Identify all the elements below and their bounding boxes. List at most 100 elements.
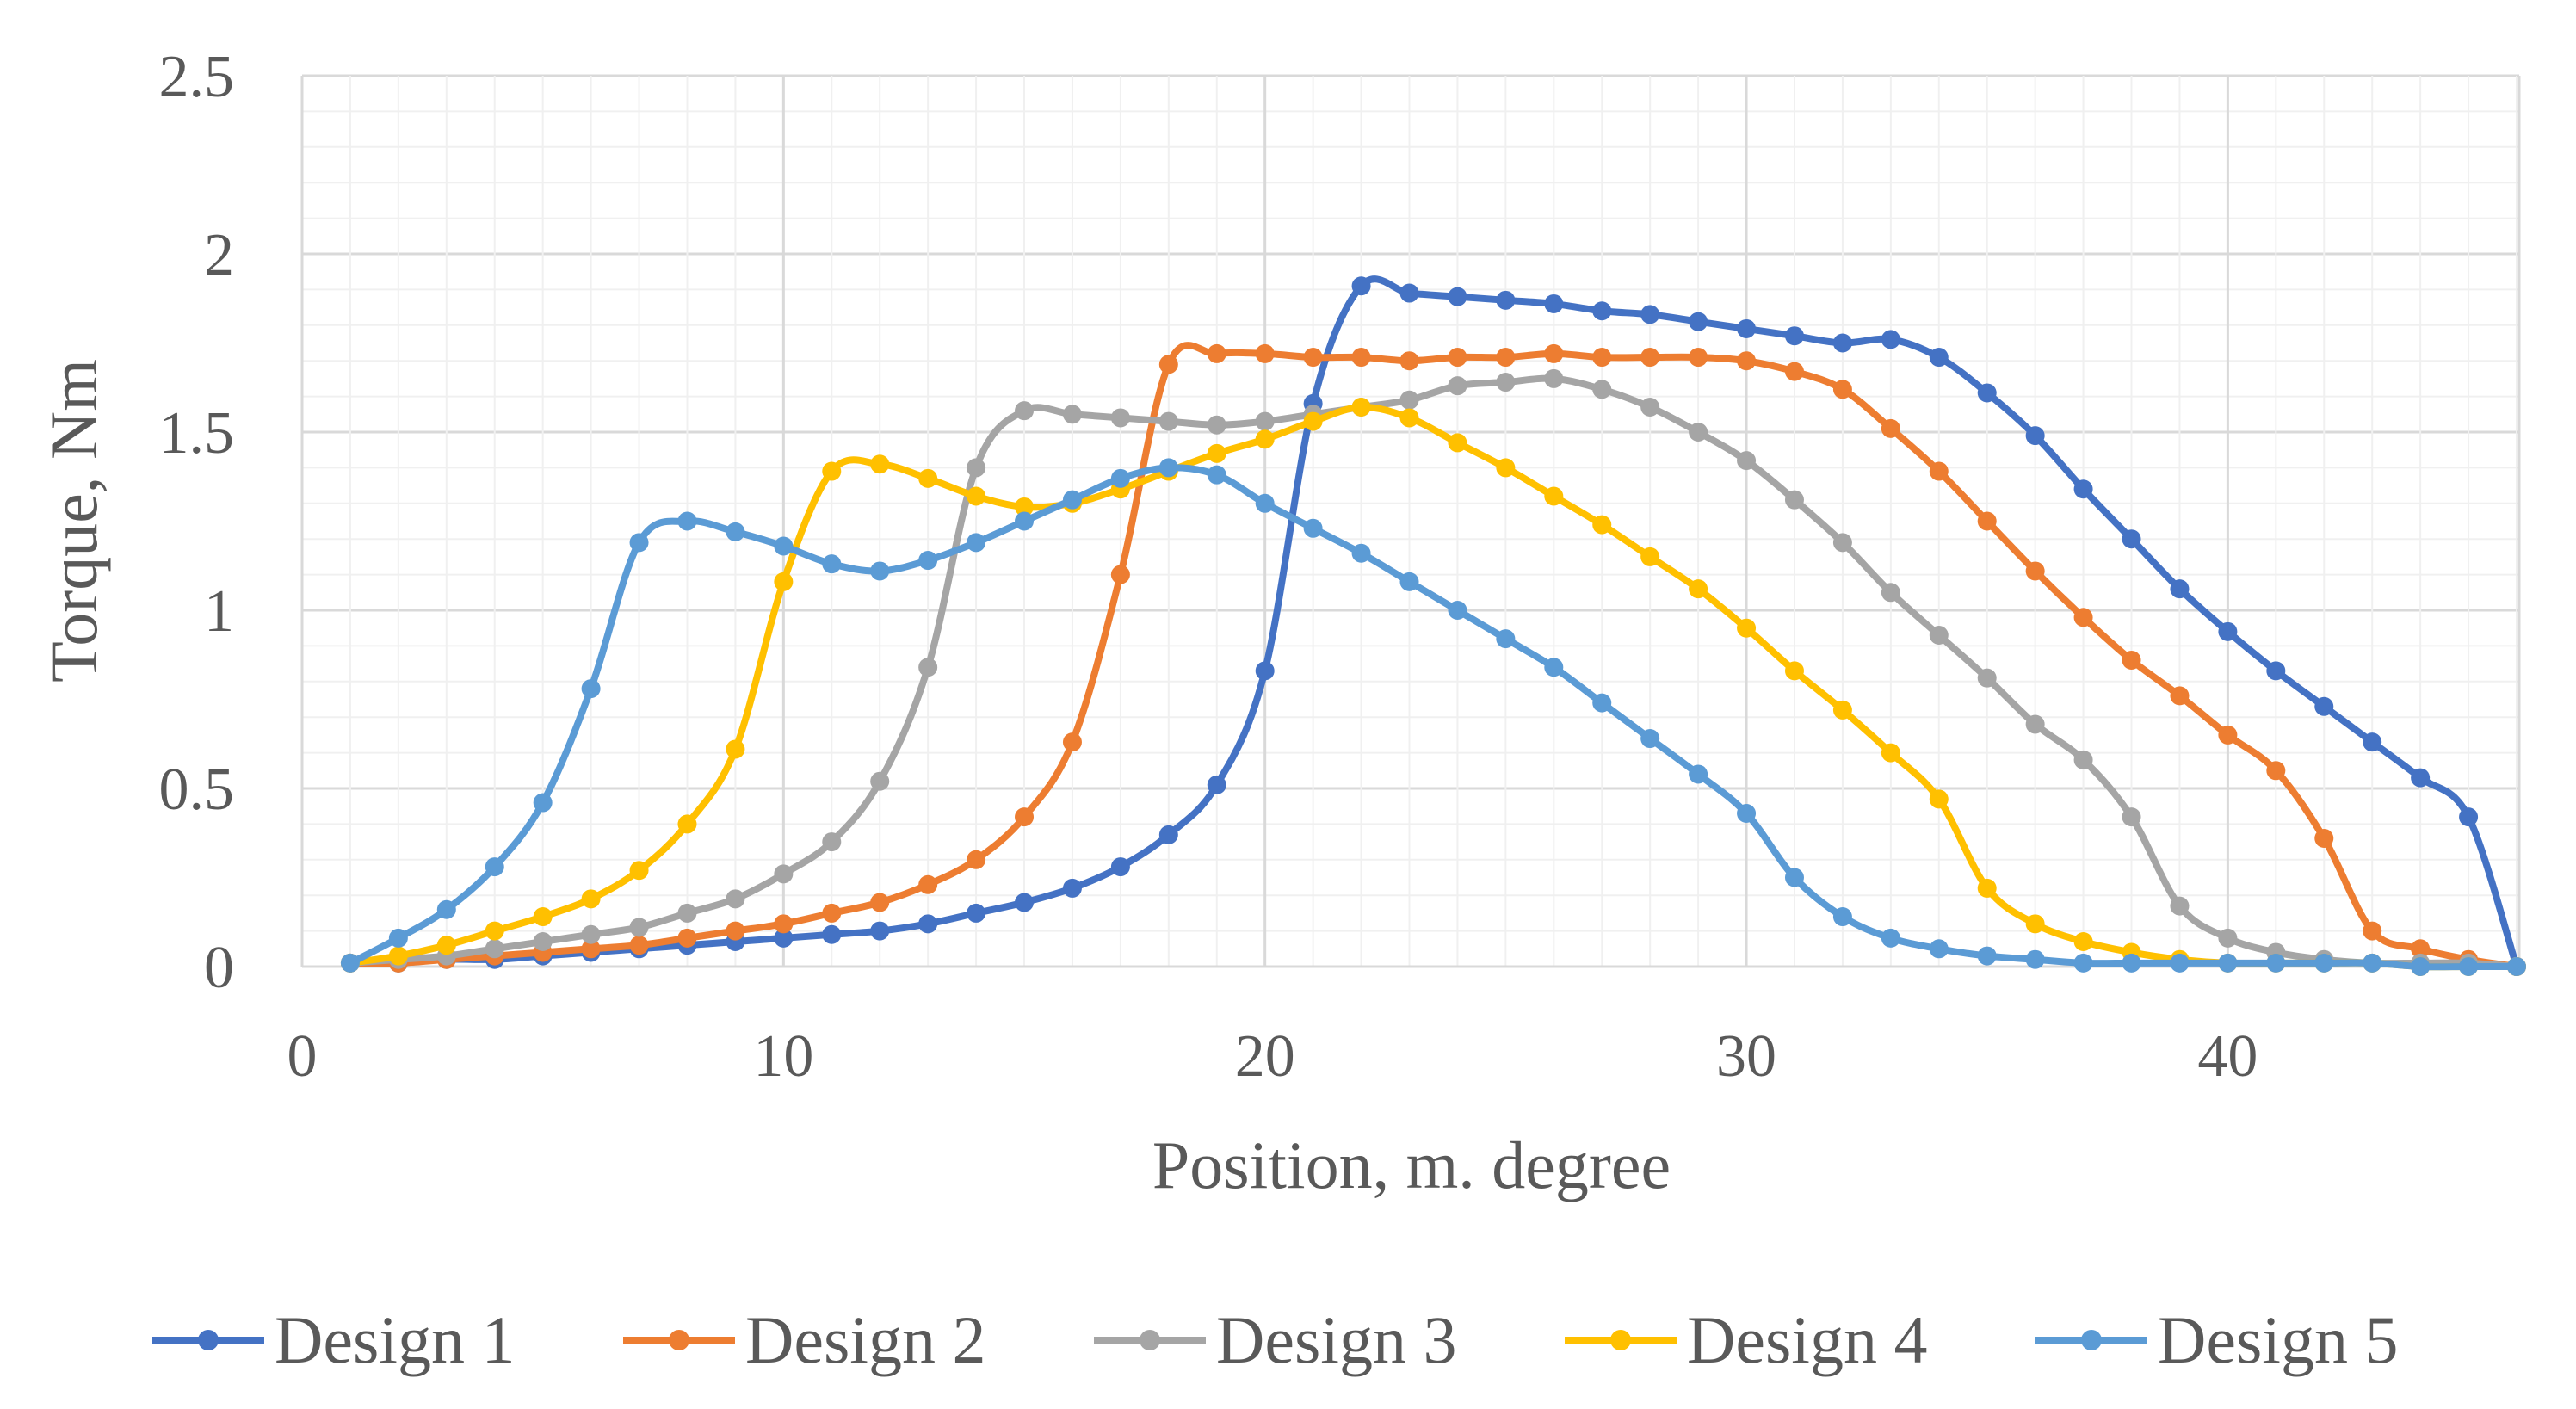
data-point (1448, 287, 1467, 306)
data-point (870, 921, 890, 941)
data-point (1832, 380, 1852, 399)
data-point (1929, 789, 1949, 809)
data-point (2025, 426, 2045, 446)
legend-label: Design 5 (2158, 1302, 2398, 1377)
data-point (2218, 928, 2238, 948)
data-point (1737, 451, 1757, 471)
data-point (533, 932, 553, 952)
data-point (2411, 768, 2431, 788)
data-point (2122, 953, 2141, 973)
data-point (822, 554, 842, 574)
data-point (1881, 330, 1900, 349)
x-tick-label: 20 (1235, 1023, 1295, 1090)
legend-marker (669, 1330, 689, 1350)
data-point (1689, 579, 1708, 599)
data-point (2459, 807, 2479, 827)
data-point (1544, 368, 1564, 388)
data-point (2073, 953, 2093, 973)
data-point (774, 914, 794, 934)
data-point (870, 454, 890, 474)
legend-marker (1140, 1330, 1160, 1350)
legend-marker (2081, 1330, 2102, 1350)
data-point (2314, 953, 2334, 973)
data-point (774, 928, 794, 948)
data-point (2025, 914, 2045, 934)
data-point (2459, 957, 2479, 976)
data-point (1015, 893, 1035, 912)
data-point (1881, 743, 1900, 763)
data-point (2218, 621, 2238, 641)
x-tick-label: 30 (1716, 1023, 1776, 1090)
data-point (1158, 458, 1178, 478)
data-point (2266, 953, 2286, 973)
data-point (1977, 878, 1997, 898)
data-point (1255, 411, 1275, 431)
data-point (1640, 547, 1660, 566)
y-tick-label: 1.5 (159, 400, 235, 467)
data-point (967, 486, 986, 506)
data-point (1784, 868, 1804, 887)
data-point (1784, 326, 1804, 346)
data-point (774, 572, 794, 591)
data-point (2507, 957, 2526, 976)
data-point (581, 679, 601, 699)
data-point (1496, 290, 1516, 310)
data-point (1689, 348, 1708, 368)
data-point (1592, 348, 1612, 368)
data-point (1737, 803, 1757, 823)
y-tick-label: 2.5 (159, 44, 235, 110)
data-point (2170, 953, 2190, 973)
data-point (1929, 625, 1949, 645)
data-point (1015, 807, 1035, 827)
data-point (870, 771, 890, 791)
data-point (2411, 939, 2431, 959)
data-point (1832, 700, 1852, 720)
data-point (1881, 583, 1900, 603)
data-point (870, 893, 890, 912)
data-point (2170, 896, 2190, 916)
data-point (1977, 383, 1997, 403)
data-point (967, 458, 986, 478)
series-design-4 (340, 398, 2526, 976)
data-point (2122, 807, 2141, 827)
data-point (1015, 497, 1035, 516)
legend: Design 1 Design 2 Design 3 Design 4 Design 5 (152, 1302, 2398, 1377)
data-point (1640, 398, 1660, 417)
data-point (436, 899, 456, 919)
data-point (1110, 468, 1130, 488)
data-point (533, 907, 553, 927)
data-point (1640, 348, 1660, 368)
data-point (340, 953, 360, 973)
x-tick-label: 0 (287, 1023, 318, 1090)
data-point (1110, 565, 1130, 584)
data-point (2266, 761, 2286, 781)
data-point (1351, 276, 1371, 296)
data-point (1207, 443, 1226, 463)
data-point (1832, 533, 1852, 553)
y-axis-ticks: 0 0.5 1 1.5 2 2.5 (159, 44, 235, 1001)
legend-label: Design 1 (275, 1302, 515, 1377)
data-point (1929, 939, 1949, 959)
data-point (1399, 351, 1419, 371)
x-tick-label: 10 (753, 1023, 813, 1090)
y-tick-label: 0.5 (159, 757, 235, 823)
data-point (1207, 343, 1226, 363)
data-point (629, 936, 649, 955)
data-point (629, 918, 649, 937)
data-point (1158, 355, 1178, 374)
data-point (1351, 348, 1371, 368)
data-point (2025, 714, 2045, 734)
data-point (629, 533, 649, 553)
x-axis-title: Position, m. degree (1152, 1128, 1671, 1202)
data-point (1977, 668, 1997, 688)
data-point (1496, 348, 1516, 368)
data-point (870, 561, 890, 581)
data-point (1062, 732, 1082, 752)
y-tick-label: 1 (204, 578, 234, 645)
data-point (1303, 411, 1323, 431)
series-line (349, 342, 2517, 970)
legend-item: Design 2 (623, 1302, 985, 1377)
data-point (774, 536, 794, 556)
data-point (1207, 415, 1226, 435)
